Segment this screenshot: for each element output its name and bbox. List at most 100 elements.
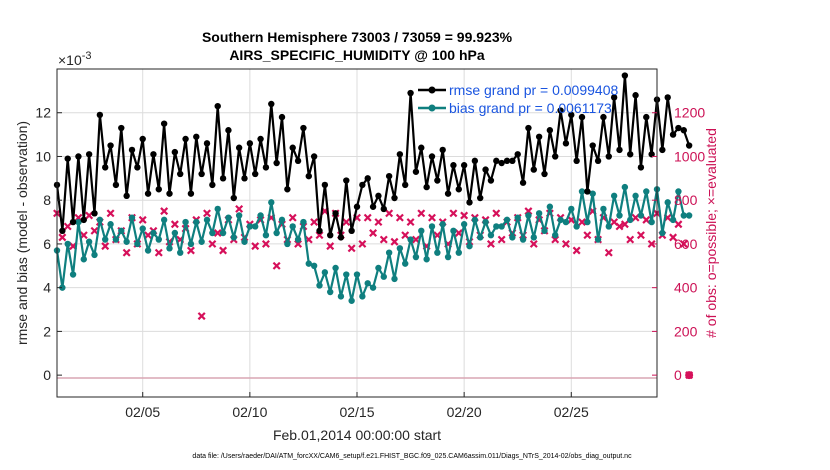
bias-point-32 bbox=[225, 214, 232, 221]
y-right-tick-label-0: 0 bbox=[674, 367, 682, 383]
rmse-point-6 bbox=[85, 151, 93, 158]
chart-title-line-1: Southern Hemisphere 73003 / 73059 = 99.9… bbox=[202, 29, 513, 45]
bias-point-43 bbox=[284, 240, 291, 248]
rmse-point-62 bbox=[385, 172, 393, 180]
bias-point-70 bbox=[428, 223, 436, 230]
rmse-point-104 bbox=[610, 94, 618, 101]
bias-point-20 bbox=[160, 216, 168, 224]
bias-point-116 bbox=[675, 188, 682, 195]
bias-point-93 bbox=[552, 231, 559, 239]
bias-point-95 bbox=[562, 218, 570, 226]
bias-point-36 bbox=[246, 223, 254, 230]
rmse-point-65 bbox=[402, 181, 409, 189]
rmse-point-7 bbox=[91, 210, 98, 217]
bias-point-107 bbox=[627, 216, 634, 224]
evaluated-point-39 bbox=[261, 239, 270, 248]
evaluated-point-20 bbox=[160, 207, 169, 216]
rmse-point-68 bbox=[418, 144, 425, 151]
evaluated-point-117 bbox=[679, 239, 688, 248]
bias-point-48 bbox=[310, 262, 318, 269]
evaluated-point-37 bbox=[251, 242, 260, 251]
x-tick-label-3: 02/20 bbox=[447, 404, 482, 420]
y-exponent-label: ×10-3 bbox=[58, 50, 92, 68]
bias-point-65 bbox=[402, 260, 409, 267]
rmse-point-50 bbox=[321, 181, 329, 189]
bias-point-56 bbox=[353, 271, 361, 278]
rmse-point-42 bbox=[278, 113, 286, 121]
bias-point-101 bbox=[594, 236, 602, 243]
rmse-point-107 bbox=[627, 151, 634, 158]
evaluated-point-51 bbox=[326, 242, 335, 251]
rmse-point-52 bbox=[332, 210, 339, 217]
evaluated-point-62 bbox=[385, 209, 394, 218]
bias-point-80 bbox=[482, 218, 489, 226]
bias-point-94 bbox=[557, 216, 564, 224]
y-tick-label-0: 0 bbox=[43, 367, 51, 383]
bias-point-100 bbox=[589, 190, 596, 197]
rmse-point-111 bbox=[648, 151, 655, 158]
rmse-point-94 bbox=[557, 107, 564, 114]
bias-point-23 bbox=[177, 249, 184, 256]
evaluated-point-54 bbox=[342, 218, 351, 227]
evaluated-point-6 bbox=[85, 211, 94, 220]
rmse-point-92 bbox=[546, 127, 554, 134]
y-right-axis-label: # of obs: o=possible; ×=evaluated bbox=[703, 128, 719, 338]
evaluated-point-116 bbox=[674, 220, 683, 229]
bias-point-76 bbox=[460, 221, 468, 228]
evaluated-point-66 bbox=[406, 218, 415, 227]
rmse-point-43 bbox=[284, 186, 291, 193]
rmse-point-46 bbox=[300, 124, 307, 132]
rmse-point-109 bbox=[637, 164, 645, 171]
bias-point-59 bbox=[369, 284, 377, 291]
bias-point-47 bbox=[305, 260, 312, 267]
rmse-point-44 bbox=[289, 144, 296, 151]
rmse-point-4 bbox=[75, 153, 82, 160]
evaluated-point-111 bbox=[647, 239, 656, 248]
evaluated-point-13 bbox=[122, 248, 131, 257]
bias-point-10 bbox=[107, 221, 114, 228]
rmse-point-102 bbox=[600, 113, 607, 121]
rmse-point-16 bbox=[139, 135, 146, 143]
bias-point-105 bbox=[616, 212, 623, 219]
evaluated-point-19 bbox=[154, 248, 163, 257]
rmse-point-40 bbox=[268, 100, 275, 108]
rmse-point-36 bbox=[246, 140, 254, 147]
y-tick-label-4: 8 bbox=[43, 192, 51, 208]
evaluated-point-89 bbox=[529, 239, 538, 248]
rmse-point-35 bbox=[241, 175, 248, 182]
rmse-point-10 bbox=[107, 142, 114, 149]
x-tick-label-0: 02/05 bbox=[125, 404, 160, 420]
bias-point-67 bbox=[412, 253, 420, 261]
rmse-point-118 bbox=[685, 142, 693, 149]
bias-point-68 bbox=[418, 227, 425, 235]
rmse-point-34 bbox=[235, 144, 243, 151]
bias-point-41 bbox=[273, 229, 280, 237]
bias-point-44 bbox=[289, 223, 296, 230]
rmse-point-41 bbox=[273, 159, 280, 167]
evaluated-point-25 bbox=[186, 246, 195, 255]
bias-point-50 bbox=[321, 269, 329, 276]
series-bias bbox=[53, 183, 693, 304]
bias-point-39 bbox=[262, 231, 270, 239]
rmse-point-103 bbox=[605, 153, 612, 160]
rmse-point-13 bbox=[123, 192, 130, 200]
chart-title-line-2: AIRS_SPECIFIC_HUMIDITY @ 100 hPa bbox=[229, 47, 485, 63]
evaluated-point-106 bbox=[620, 220, 629, 229]
evaluated-point-30 bbox=[213, 229, 222, 237]
bias-point-117 bbox=[680, 212, 687, 219]
evaluated-point-95 bbox=[561, 239, 570, 248]
rmse-point-51 bbox=[327, 231, 334, 239]
evaluated-point-41 bbox=[272, 261, 281, 270]
y-right-tick-label-6: 1200 bbox=[674, 105, 705, 121]
rmse-point-72 bbox=[439, 146, 446, 154]
y-axis-ticks: 0 2 4 6 8 10 12 bbox=[35, 105, 62, 383]
evaluated-point-83 bbox=[497, 235, 506, 244]
rmse-point-26 bbox=[193, 133, 200, 140]
legend-bias-label: bias grand pr = 0.0061173 bbox=[449, 100, 612, 116]
evaluated-point-76 bbox=[460, 211, 469, 220]
x-axis-label: Feb.01,2014 00:00:00 start bbox=[273, 427, 441, 443]
rmse-point-108 bbox=[632, 92, 639, 99]
bias-point-118 bbox=[685, 212, 693, 219]
rmse-point-29 bbox=[209, 181, 216, 189]
bias-point-52 bbox=[332, 264, 339, 272]
